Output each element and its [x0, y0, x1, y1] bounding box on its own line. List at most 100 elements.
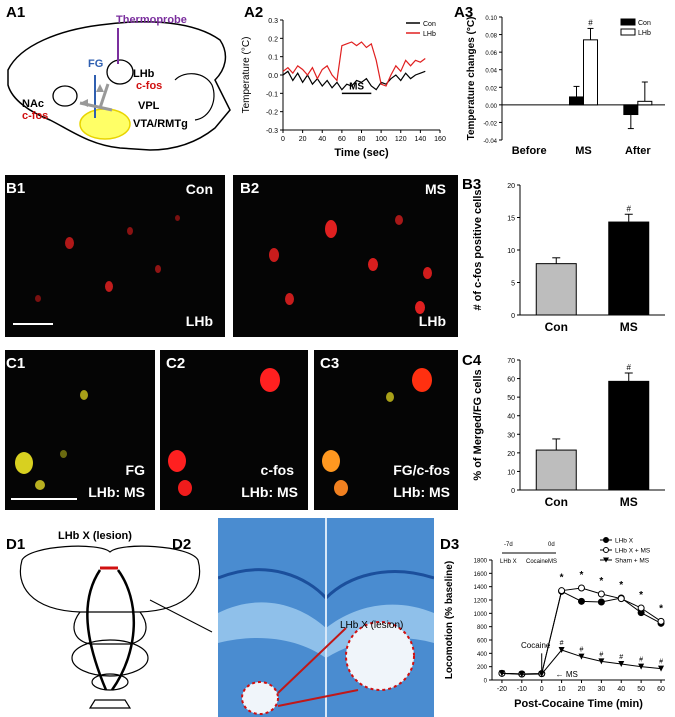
- d1-title: LHb X (lesion): [58, 530, 132, 542]
- cell: [155, 265, 161, 273]
- data-point: [558, 647, 565, 653]
- y-tick-label: 0: [511, 488, 515, 495]
- y-tick-label: 1800: [474, 559, 488, 565]
- vta-label: VTA/RMTg: [133, 118, 188, 130]
- cell: [80, 390, 88, 400]
- y-tick-label: 0.08: [485, 34, 497, 40]
- significance-star: *: [560, 573, 564, 584]
- bar-con: [535, 263, 577, 316]
- brain-outline: [7, 21, 231, 151]
- legend-label: Sham + MS: [615, 558, 650, 565]
- chart-a2: -0.3 -0.2 -0.1 0.0 0.1 0.2 0.3 0 20 40 60 80 100 120 1…: [241, 18, 446, 159]
- cell: [168, 450, 186, 472]
- x-tick-label: 40: [617, 686, 625, 693]
- x-category-label: Con: [545, 495, 568, 509]
- x-tick-label: 120: [395, 136, 407, 143]
- x-tick-label: 100: [375, 136, 387, 143]
- series-line-con: [282, 70, 426, 91]
- legend-marker: [603, 537, 609, 543]
- y-tick-label: 10: [507, 248, 515, 255]
- cell: [395, 215, 403, 225]
- cell: [368, 258, 378, 271]
- x-tick-label: 60: [657, 686, 665, 693]
- x-tick-label: 140: [415, 136, 427, 143]
- data-point: [577, 597, 585, 605]
- spinal-section: [91, 673, 129, 691]
- x-category-label: Con: [545, 320, 568, 334]
- y-axis-label: Temperature (°C): [241, 37, 252, 114]
- y-tick-label: 50: [507, 395, 515, 402]
- x-category-label: Before: [512, 145, 547, 157]
- legend-label: LHb X + MS: [615, 548, 651, 555]
- significance-marker: #: [627, 363, 632, 372]
- data-point: [658, 665, 665, 672]
- data-point: [578, 653, 585, 660]
- data-point: [597, 590, 605, 598]
- significance-star: *: [639, 590, 643, 601]
- y-tick-label: 60: [507, 377, 515, 384]
- y-tick-label: 5: [511, 281, 515, 288]
- timeline-event: MS: [548, 559, 557, 565]
- y-tick-label: -0.2: [266, 110, 278, 117]
- data-point: [498, 670, 505, 677]
- panel-label-c4: C4: [462, 352, 482, 369]
- data-point: [597, 598, 605, 606]
- cell: [325, 220, 337, 238]
- cell: [334, 480, 348, 496]
- c1-fg-image: FG LHb: MS: [5, 350, 155, 510]
- lhb-region: [106, 59, 134, 85]
- pathway-right: [110, 569, 135, 691]
- panel-label-b1: B1: [6, 180, 26, 197]
- y-tick-label: 20: [507, 183, 515, 190]
- legend-swatch: [620, 28, 636, 36]
- c1-channel-label: FG: [125, 462, 145, 478]
- significance-star: *: [659, 603, 663, 614]
- c3-merged-image: FG/c-fos LHb: MS: [314, 350, 458, 510]
- scale-bar: [11, 498, 77, 500]
- y-tick-label: 0.0: [268, 73, 278, 80]
- pointer-line: [149, 599, 213, 633]
- connector-line: [277, 689, 359, 707]
- timeline-event: LHb X: [500, 559, 517, 565]
- y-tick-label: 40: [507, 414, 515, 421]
- x-tick-label: 160: [434, 136, 446, 143]
- x-category-label: MS: [620, 495, 638, 509]
- panel-label-b3: B3: [462, 176, 482, 193]
- timeline-label: 0d: [548, 542, 555, 548]
- scale-bar: [13, 323, 53, 325]
- timeline-label: -7d: [504, 542, 513, 548]
- x-category-label: MS: [620, 320, 638, 334]
- series-line-lhb: [282, 41, 426, 87]
- y-tick-label: 0: [484, 679, 488, 685]
- y-axis-label: Locomotion (% baseline): [444, 561, 455, 679]
- y-tick-label: 600: [477, 639, 488, 645]
- bar-ms: [608, 221, 650, 316]
- data-point: [618, 661, 625, 667]
- bar-lhb: [583, 39, 598, 106]
- legend-swatch: [620, 18, 636, 26]
- x-axis-label: Post-Cocaine Time (min): [514, 698, 643, 710]
- cell: [105, 281, 113, 292]
- x-tick-label: -10: [517, 686, 527, 693]
- significance-marker: #: [627, 204, 632, 213]
- cerebellum-outline: [174, 73, 215, 121]
- y-tick-label: 1400: [474, 585, 488, 591]
- b1-region-label: LHb: [185, 313, 213, 329]
- bar-con: [623, 104, 639, 116]
- y-tick-label: 1200: [474, 599, 488, 605]
- x-tick-label: 0: [281, 136, 285, 143]
- y-axis-label: % of Merged/FG cells: [472, 369, 484, 480]
- bar-lhb: [637, 100, 653, 106]
- data-point: [538, 671, 545, 677]
- c2-region-label: LHb: MS: [241, 484, 298, 500]
- data-point: [617, 595, 625, 603]
- significance-star: *: [580, 570, 584, 581]
- bar-con: [535, 449, 577, 491]
- y-tick-label: 0.00: [485, 104, 497, 110]
- nac-region: [52, 85, 78, 107]
- cell: [15, 452, 33, 474]
- lesion-small: [241, 681, 279, 715]
- y-tick-label: 0.04: [485, 69, 497, 75]
- chart-a3: -0.04 -0.02 0.00 0.02 0.04 0.06 0.08 0.10 Temper…: [466, 16, 665, 157]
